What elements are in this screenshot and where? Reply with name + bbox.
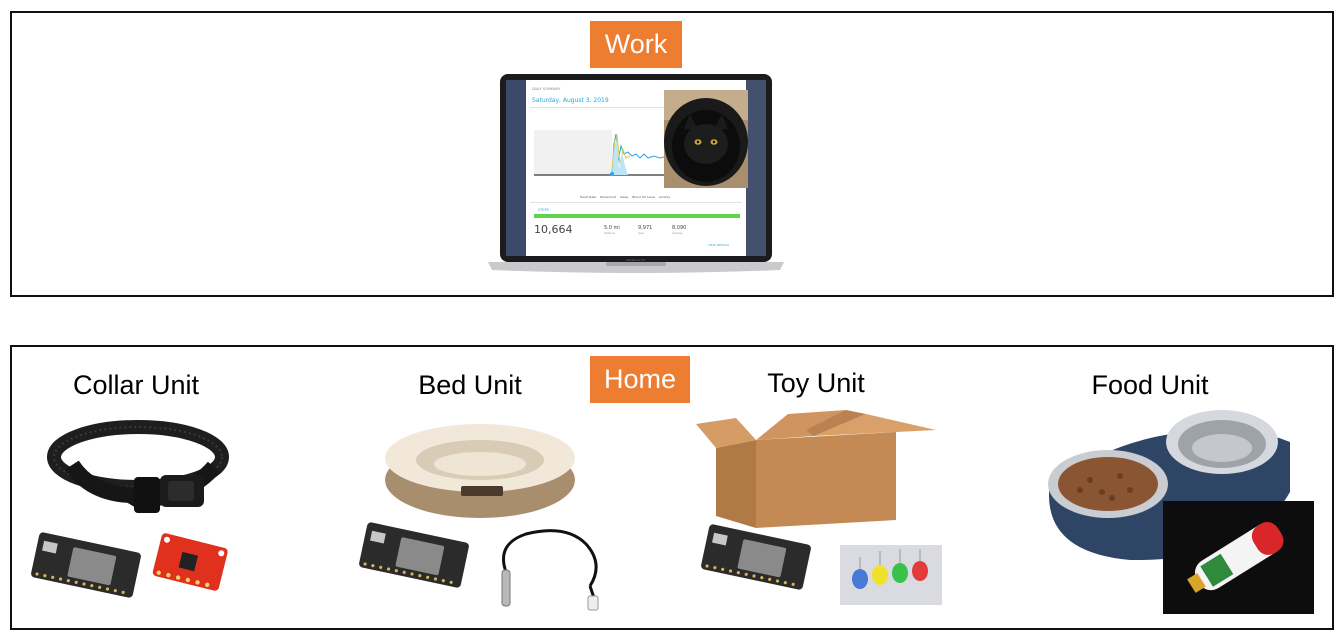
- home-label: Home: [590, 356, 690, 403]
- steps-value: 10,664: [534, 223, 573, 236]
- view-details-link: VIEW DETAILS: [708, 243, 729, 247]
- microcontroller-board-icon: [359, 522, 469, 588]
- led-lights-icon: [840, 545, 942, 605]
- dashboard-date: Saturday, August 3, 2019: [532, 97, 609, 104]
- microcontroller-board-icon: [31, 532, 141, 598]
- steps-header: STEPS: [538, 208, 550, 212]
- work-label: Work: [590, 21, 682, 68]
- svg-text:8,090: 8,090: [672, 225, 686, 231]
- pet-bed-image: [385, 424, 575, 518]
- svg-text:Distance: Distance: [604, 231, 615, 235]
- svg-text:Goal: Goal: [638, 231, 644, 235]
- steps-progress-bar: [534, 214, 740, 218]
- collar-unit-title: Collar Unit: [72, 370, 200, 400]
- laptop-dashboard-image: DAILY SUMMARY Saturday, August 3, 2019 H…: [488, 74, 784, 273]
- svg-text:Heart Rate Movement Sl: Heart Rate Movement Sleep Blood O2 Level…: [580, 195, 670, 199]
- collar-image: [47, 420, 229, 513]
- camera-module-photo: [1163, 501, 1314, 614]
- svg-text:Average: Average: [672, 231, 683, 235]
- chart-sleep-area: [534, 130, 612, 175]
- microcontroller-board-icon: [701, 524, 811, 590]
- temperature-probe-icon: [501, 529, 599, 611]
- svg-text:MacBook Pro: MacBook Pro: [626, 258, 645, 262]
- svg-text:9,971: 9,971: [638, 225, 652, 231]
- svg-text:5.0 mi: 5.0 mi: [604, 225, 620, 231]
- bed-unit-title: Bed Unit: [418, 370, 522, 400]
- accelerometer-sensor-icon: [152, 533, 228, 591]
- food-unit-title: Food Unit: [1091, 370, 1209, 400]
- cardboard-box-image: [696, 410, 936, 528]
- toy-unit-title: Toy Unit: [767, 368, 865, 398]
- dashboard-caption: DAILY SUMMARY: [532, 87, 561, 91]
- laptop-base: [488, 262, 784, 273]
- cat-photo: [664, 90, 748, 188]
